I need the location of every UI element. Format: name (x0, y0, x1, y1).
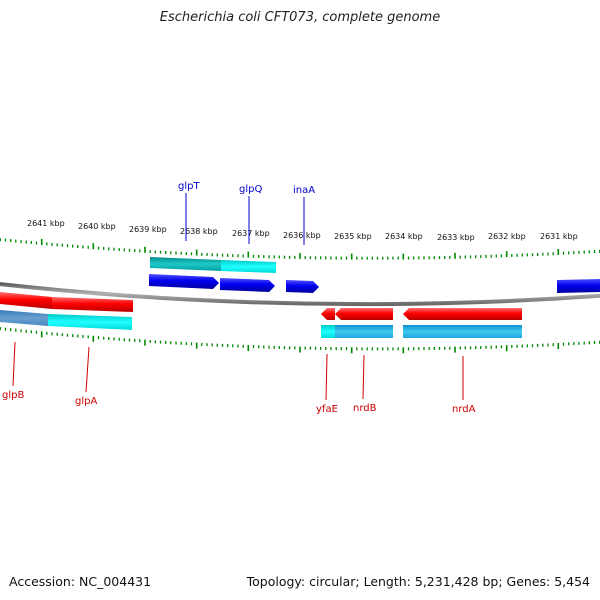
genome-summary: Topology: circular; Length: 5,231,428 bp… (246, 574, 590, 589)
gene-glpT[interactable] (149, 274, 219, 289)
tick-label: 2632 kbp (488, 232, 526, 241)
gene-nrdB[interactable] (335, 308, 393, 320)
genome-backbone (0, 282, 600, 307)
gene-glpA[interactable] (52, 297, 133, 312)
gene-label-glpA: glpA (75, 396, 97, 407)
tick-label: 2639 kbp (129, 225, 167, 234)
cds-feature[interactable] (0, 310, 48, 326)
gene-glpQ[interactable] (220, 278, 275, 292)
gene-label-nrdA: nrdA (452, 404, 476, 415)
tick-label: 2640 kbp (78, 222, 116, 231)
reverse-gene-track (0, 292, 522, 320)
reverse-gene-labels: glpB glpA yfaE nrdB nrdA (2, 341, 476, 415)
cds-feature[interactable] (335, 325, 393, 338)
forward-gene-track (149, 274, 600, 293)
upper-tick-track (0, 238, 600, 260)
gene-inaA[interactable] (286, 280, 319, 293)
leader-line (12, 341, 16, 387)
tick-labels: 2641 kbp 2640 kbp 2639 kbp 2638 kbp 2637… (27, 219, 578, 242)
gene-label-glpQ: glpQ (239, 184, 262, 195)
gene-forward-unlabeled[interactable] (557, 279, 600, 293)
leader-line (85, 346, 90, 393)
gene-label-nrdB: nrdB (353, 403, 377, 414)
gene-yfaE[interactable] (321, 308, 335, 320)
cds-feature[interactable] (221, 260, 276, 273)
accession-label: Accession: NC_004431 (9, 574, 152, 589)
page-title: Escherichia coli CFT073, complete genome (159, 10, 441, 25)
gene-label-glpT: glpT (178, 181, 200, 192)
tick-label: 2635 kbp (334, 232, 372, 241)
cds-feature[interactable] (321, 325, 335, 338)
tick-label: 2634 kbp (385, 232, 423, 241)
cds-feature[interactable] (150, 257, 221, 271)
reverse-cds-track (0, 310, 522, 338)
tick-label: 2633 kbp (437, 233, 475, 242)
leader-line (325, 353, 328, 401)
tick-label: 2641 kbp (27, 219, 65, 228)
lower-tick-track (0, 327, 600, 354)
forward-cds-track (150, 257, 276, 273)
tick-label: 2636 kbp (283, 231, 321, 240)
gene-label-yfaE: yfaE (316, 404, 338, 415)
tick-label: 2637 kbp (232, 229, 270, 238)
cds-feature[interactable] (403, 325, 522, 338)
tick-label: 2638 kbp (180, 227, 218, 236)
cds-feature[interactable] (48, 314, 132, 330)
tick-label: 2631 kbp (540, 232, 578, 241)
leader-line (362, 354, 365, 400)
gene-nrdA[interactable] (403, 308, 522, 320)
gene-label-glpB: glpB (2, 390, 24, 401)
gene-glpB[interactable] (0, 292, 52, 309)
forward-gene-labels: glpT glpQ inaA (178, 181, 315, 245)
gene-label-inaA: inaA (293, 185, 315, 196)
